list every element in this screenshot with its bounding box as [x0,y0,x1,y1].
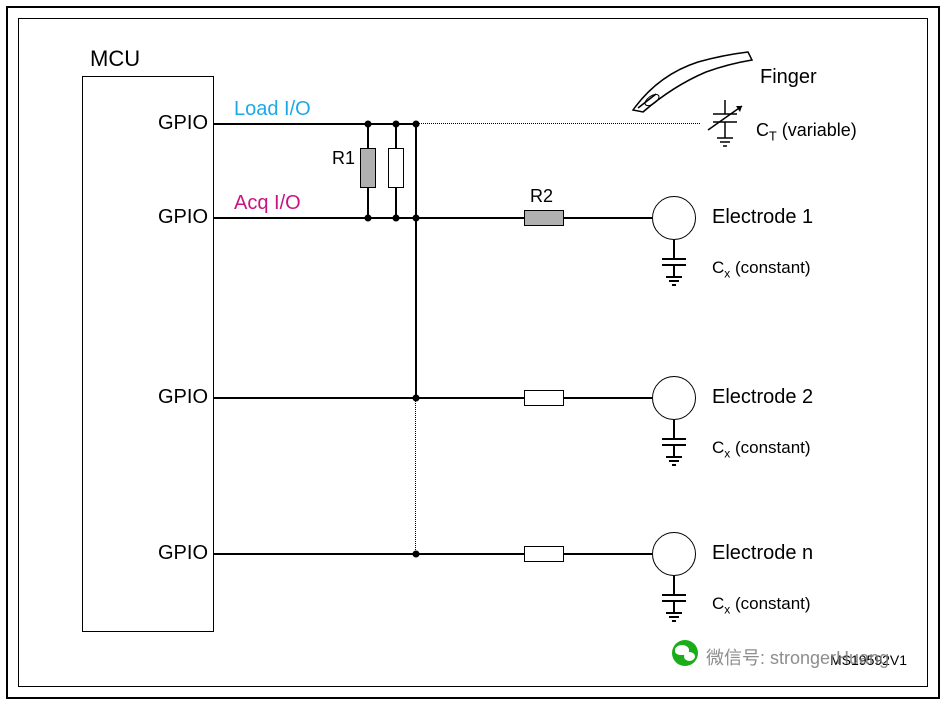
wire [673,576,675,594]
junction-node [413,121,420,128]
ground-line [666,612,682,614]
junction-node [413,395,420,402]
junction-node [413,551,420,558]
wire [214,397,524,399]
ct-label: CT (variable) [756,120,857,144]
ground-line [672,464,676,466]
ground-line [672,620,676,622]
capacitor-plate [662,258,686,260]
wire [673,240,675,258]
electrode-circle [652,376,696,420]
ground-line [669,280,679,282]
electrode-circle [652,196,696,240]
wire [367,124,369,148]
gpio-pin-label: GPIO [158,112,208,135]
finger-label: Finger [760,66,817,89]
wire [673,264,675,276]
wire-dotted [416,123,700,124]
wire [214,553,524,555]
wire [564,217,652,219]
gpio-pin-label: GPIO [158,542,208,565]
cx-label: Cx (constant) [712,594,811,616]
wire [673,420,675,438]
watermark-text: 微信号: strongerHuang [706,644,889,670]
resistor-r2-label: R2 [530,186,553,207]
wire-dotted [415,398,416,554]
resistor-electroden [524,546,564,562]
ground-line [672,284,676,286]
wire [214,123,416,125]
resistor-electrode2 [524,390,564,406]
gpio-pin-label: GPIO [158,386,208,409]
electrode-label: Electrode n [712,542,813,565]
capacitor-plate [662,594,686,596]
cx-label: Cx (constant) [712,258,811,280]
wire [673,444,675,456]
resistor-r1 [360,148,376,188]
ground-line [669,460,679,462]
wechat-icon [672,640,698,666]
acq-io-label: Acq I/O [234,192,301,215]
mcu-label: MCU [90,46,140,72]
electrode-label: Electrode 1 [712,206,813,229]
wire [564,397,652,399]
wire [395,188,397,218]
wire [673,600,675,612]
wire [564,553,652,555]
cx-label: Cx (constant) [712,438,811,460]
ground-line [666,276,682,278]
electrode-circle [652,532,696,576]
wire [367,188,369,218]
ground-line [666,456,682,458]
wire [415,124,417,398]
electrode-label: Electrode 2 [712,386,813,409]
capacitor-plate [662,438,686,440]
resistor-r2 [524,210,564,226]
resistor-r1-label: R1 [332,148,355,169]
junction-node [413,215,420,222]
resistor-r1b [388,148,404,188]
gpio-pin-label: GPIO [158,206,208,229]
ground-line [669,616,679,618]
load-io-label: Load I/O [234,98,311,121]
wire [395,124,397,148]
